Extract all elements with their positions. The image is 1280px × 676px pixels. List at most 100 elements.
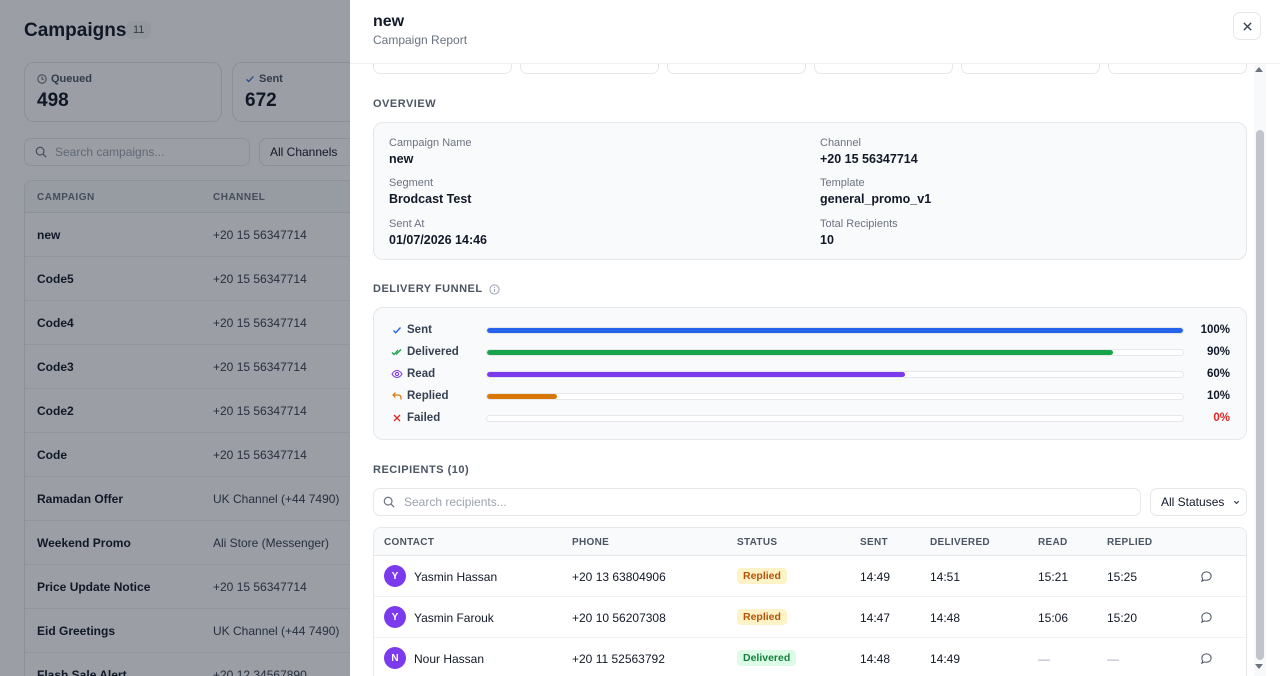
overview-card: Campaign Name new Channel +20 15 5634771… xyxy=(373,122,1247,260)
table-row[interactable]: Price Update Notice +20 15 56347714 xyxy=(25,565,423,609)
field-label: Campaign Name xyxy=(389,137,472,149)
clock-icon xyxy=(37,74,47,84)
campaign-search-input[interactable]: Search campaigns... xyxy=(24,138,250,166)
table-row[interactable]: new +20 15 56347714 xyxy=(25,213,423,257)
campaign-name: Code3 xyxy=(37,360,74,374)
funnel-row-sent: Sent 100% xyxy=(374,323,1248,339)
drawer-header: new Campaign Report xyxy=(350,0,1280,64)
funnel-row-failed: Failed 0% xyxy=(374,411,1248,427)
field-label: Sent At xyxy=(389,218,425,230)
overview-field-template: Template general_promo_v1 xyxy=(820,177,931,206)
status-badge: Delivered xyxy=(737,650,797,666)
table-row[interactable]: Code +20 15 56347714 xyxy=(25,433,423,477)
campaign-name: Code xyxy=(37,448,67,462)
avatar: Y xyxy=(384,606,406,628)
contact-name: Yasmin Hassan xyxy=(414,570,498,584)
table-row[interactable]: Code3 +20 15 56347714 xyxy=(25,345,423,389)
delivery-funnel-heading: DELIVERY FUNNEL xyxy=(373,283,500,295)
funnel-progress-track xyxy=(486,393,1184,400)
funnel-progress-fill xyxy=(487,350,1114,355)
overview-field-sent-at: Sent At 01/07/2026 14:46 xyxy=(389,218,487,247)
recipients-table: CONTACT PHONE STATUS SENT DELIVERED READ… xyxy=(373,527,1247,676)
overview-field-campaign-name: Campaign Name new xyxy=(389,137,472,166)
scrollbar-thumb[interactable] xyxy=(1256,130,1264,660)
recipient-search-input[interactable]: Search recipients... xyxy=(373,488,1141,516)
sent-time: 14:49 xyxy=(860,570,891,584)
overview-field-segment: Segment Brodcast Test xyxy=(389,177,471,206)
campaign-report-drawer: new Campaign Report OVERVIEW Campaign Na… xyxy=(350,0,1280,676)
chat-bubble-icon[interactable] xyxy=(1200,652,1213,665)
chat-bubble-icon[interactable] xyxy=(1200,611,1213,624)
funnel-label: Failed xyxy=(407,412,441,424)
status-badge: Replied xyxy=(737,568,787,584)
status-badge: Replied xyxy=(737,609,787,625)
stat-value: 672 xyxy=(245,90,277,111)
x-icon xyxy=(393,414,401,422)
replied-time: 15:20 xyxy=(1107,611,1138,625)
table-row[interactable]: Code2 +20 15 56347714 xyxy=(25,389,423,433)
field-value: new xyxy=(389,152,414,166)
read-time: 15:06 xyxy=(1038,611,1069,625)
funnel-progress-track xyxy=(486,371,1184,378)
drawer-subtitle: Campaign Report xyxy=(373,33,468,47)
status-filter-value: All Statuses xyxy=(1161,495,1225,509)
column-header-sent: SENT xyxy=(860,537,888,548)
contact-phone: +20 10 56207308 xyxy=(572,611,666,625)
campaign-channel: +20 15 56347714 xyxy=(213,448,307,462)
campaign-name: Eid Greetings xyxy=(37,624,116,638)
close-button[interactable] xyxy=(1233,12,1261,40)
stat-label: Queued xyxy=(51,73,92,85)
status-filter-select[interactable]: All Statuses xyxy=(1150,488,1247,516)
drawer-title: new xyxy=(373,13,405,30)
funnel-percent: 100% xyxy=(1200,324,1230,336)
table-row[interactable]: Eid Greetings UK Channel (+44 7490) xyxy=(25,609,423,653)
campaign-channel: +20 15 56347714 xyxy=(213,272,307,286)
table-row[interactable]: Weekend Promo Ali Store (Messenger) xyxy=(25,521,423,565)
funnel-row-delivered: Delivered 90% xyxy=(374,345,1248,361)
table-row[interactable]: Y Yasmin Farouk +20 10 56207308 Replied … xyxy=(374,597,1246,638)
chevron-down-icon xyxy=(1234,500,1240,504)
replied-time: 15:25 xyxy=(1107,570,1138,584)
delivered-time: 14:49 xyxy=(930,652,961,666)
table-row[interactable]: Code4 +20 15 56347714 xyxy=(25,301,423,345)
funnel-label: Replied xyxy=(407,390,449,402)
campaign-channel: +20 15 56347714 xyxy=(213,228,307,242)
delivery-funnel-title: DELIVERY FUNNEL xyxy=(373,283,483,295)
scroll-up-arrow-icon[interactable] xyxy=(1255,67,1263,72)
table-row[interactable]: N Nour Hassan +20 11 52563792 Delivered … xyxy=(374,638,1246,676)
read-time: 15:21 xyxy=(1038,570,1069,584)
info-icon[interactable] xyxy=(488,283,500,295)
reply-icon xyxy=(392,392,402,400)
field-label: Channel xyxy=(820,137,861,149)
stat-card-queued: Queued 498 xyxy=(24,62,222,122)
column-header-read: READ xyxy=(1038,537,1068,548)
overview-heading: OVERVIEW xyxy=(373,98,437,110)
campaign-channel: +20 15 56347714 xyxy=(213,360,307,374)
recipients-heading: RECIPIENTS (10) xyxy=(373,464,470,476)
table-row[interactable]: Code5 +20 15 56347714 xyxy=(25,257,423,301)
field-label: Template xyxy=(820,177,865,189)
stat-label: Sent xyxy=(259,73,283,85)
check-icon xyxy=(246,76,254,83)
column-header-status: STATUS xyxy=(737,537,778,548)
campaign-channel: UK Channel (+44 7490) xyxy=(213,492,340,506)
contact-name: Nour Hassan xyxy=(414,652,485,666)
campaign-channel: Ali Store (Messenger) xyxy=(213,536,330,550)
scroll-down-arrow-icon[interactable] xyxy=(1255,664,1263,669)
funnel-progress-track xyxy=(486,349,1184,356)
table-row[interactable]: Y Yasmin Hassan +20 13 63804906 Replied … xyxy=(374,556,1246,597)
replied-time: — xyxy=(1107,652,1119,666)
column-header-contact: CONTACT xyxy=(384,537,435,548)
chat-bubble-icon[interactable] xyxy=(1200,570,1213,583)
funnel-progress-fill xyxy=(487,328,1183,333)
funnel-label: Read xyxy=(407,368,436,380)
campaign-name: Code4 xyxy=(37,316,74,330)
field-value: 01/07/2026 14:46 xyxy=(389,233,488,247)
field-value: Brodcast Test xyxy=(389,192,472,206)
campaign-count-badge: 11 xyxy=(126,21,152,39)
contact-name: Yasmin Farouk xyxy=(414,611,494,625)
campaign-channel: +20 15 56347714 xyxy=(213,580,307,594)
table-row[interactable]: Flash Sale Alert +20 12 34567890 xyxy=(25,653,423,676)
funnel-row-replied: Replied 10% xyxy=(374,389,1248,405)
table-row[interactable]: Ramadan Offer UK Channel (+44 7490) xyxy=(25,477,423,521)
